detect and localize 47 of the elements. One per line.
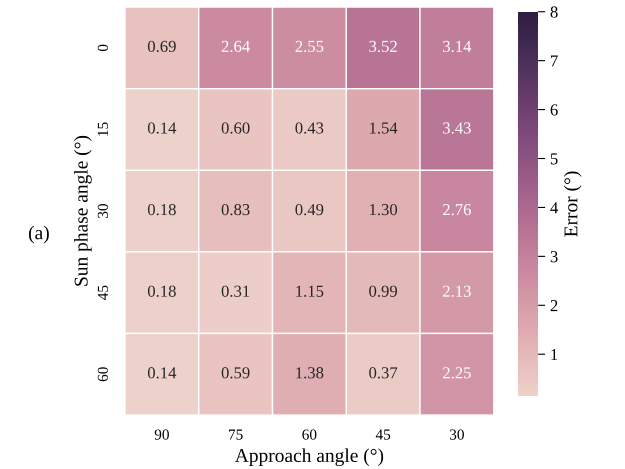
x-axis-title: Approach angle (°) (234, 448, 384, 466)
color-bar-label: 8 (550, 6, 558, 18)
y-axis-title: Sun phase angle (°) (74, 136, 92, 286)
data-label: 0.37 (369, 367, 398, 379)
x-tick-label: 45 (376, 430, 390, 440)
y-tick-label: 15 (98, 122, 108, 136)
data-label: 0.99 (369, 286, 398, 297)
data-label: 2.64 (222, 40, 250, 52)
color-bar-label: 1 (551, 349, 558, 360)
data-label: 2.13 (443, 286, 471, 297)
color-bar-label: 2 (550, 300, 558, 312)
data-label: 0.43 (295, 122, 324, 134)
data-label: 0.18 (148, 204, 176, 216)
data-label: 1.30 (370, 204, 398, 216)
x-tick-label: 30 (450, 429, 464, 440)
color-bar-label: 7 (551, 56, 558, 66)
data-label: 1.54 (370, 122, 398, 134)
y-tick-label: 0 (98, 44, 108, 52)
data-label: 0.60 (222, 122, 250, 134)
data-label: 2.76 (443, 204, 471, 216)
data-label: 0.69 (148, 40, 176, 52)
color-bar-label: 6 (550, 104, 558, 116)
x-tick-label: 60 (302, 429, 316, 440)
data-label: 0.31 (222, 286, 250, 297)
color-bar-label: 5 (550, 153, 558, 164)
y-tick-label: 30 (98, 204, 108, 218)
data-label: 3.43 (443, 122, 471, 134)
color-bar-label: 4 (550, 202, 558, 214)
data-label: 0.83 (222, 204, 250, 216)
data-label: 3.52 (369, 40, 397, 52)
data-label: 0.59 (222, 367, 250, 379)
data-label: 0.14 (148, 122, 176, 134)
data-label: 1.38 (296, 367, 324, 379)
color-bar-title: Error (°) (564, 172, 582, 237)
data-label: 0.18 (148, 286, 176, 297)
y-tick-label: 60 (98, 367, 108, 382)
data-label: 0.49 (295, 204, 324, 216)
data-label: 2.25 (443, 367, 471, 379)
data-label: 1.15 (296, 286, 324, 297)
x-tick-label: 90 (154, 429, 169, 440)
y-tick-label: 45 (98, 286, 108, 300)
x-tick-label: 75 (228, 430, 243, 440)
text: (a) (28, 226, 49, 244)
data-label: 3.14 (443, 40, 472, 52)
data-label: 2.55 (296, 40, 324, 52)
color-bar-label: 3 (550, 251, 558, 262)
data-label: 0.14 (148, 367, 176, 379)
